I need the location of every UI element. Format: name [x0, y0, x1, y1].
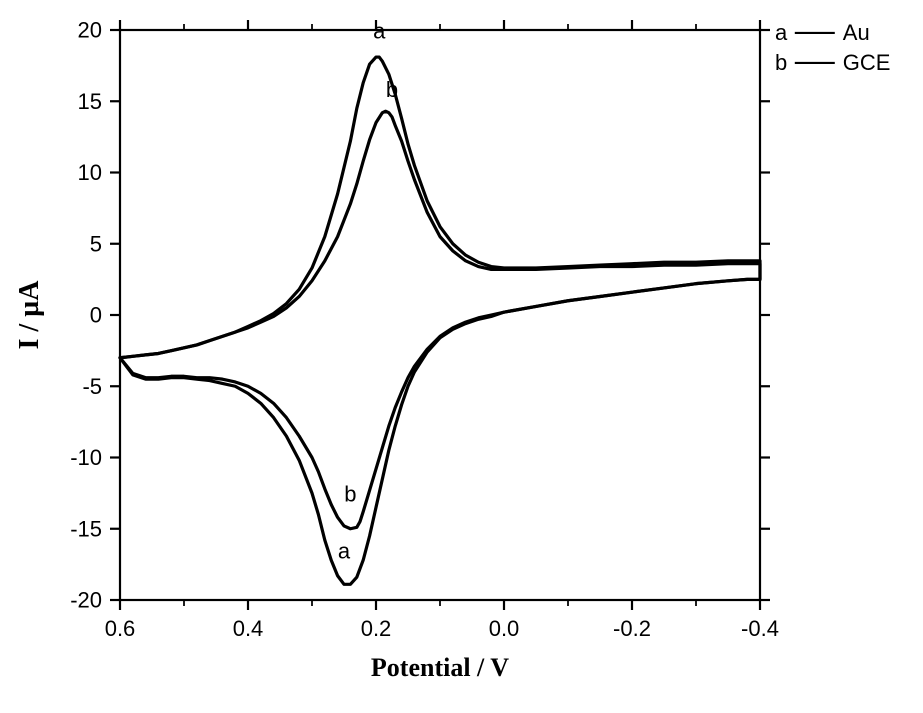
- legend-key-b: b: [775, 50, 787, 75]
- x-tick-label: -0.4: [741, 616, 779, 641]
- chart-svg: 0.6 0.4 0.2 0.0 -0.2 -0.4 -20 -15 -10 -5 0 5 10 15 20 a…: [0, 0, 923, 713]
- legend-key-a: a: [775, 20, 788, 45]
- x-tick-label: -0.2: [613, 616, 651, 641]
- y-tick-label: -10: [70, 445, 102, 470]
- y-tick-label: -15: [70, 516, 102, 541]
- x-tick-label: 0.0: [489, 616, 520, 641]
- y-tick-label: 0: [90, 303, 102, 328]
- y-tick-label: 5: [90, 231, 102, 256]
- x-axis-label: Potential / V: [371, 653, 509, 682]
- cv-chart: 0.6 0.4 0.2 0.0 -0.2 -0.4 -20 -15 -10 -5 0 5 10 15 20 a…: [0, 0, 923, 713]
- y-axis-label: I / µA: [14, 280, 45, 350]
- x-tick-label: 0.4: [233, 616, 264, 641]
- legend-label-a: Au: [843, 20, 870, 45]
- legend-label-b: GCE: [843, 50, 891, 75]
- y-tick-label: 15: [78, 89, 102, 114]
- annotation-a: a: [338, 539, 351, 564]
- x-tick-label: 0.2: [361, 616, 392, 641]
- y-tick-label: -20: [70, 588, 102, 613]
- annotation-b: b: [344, 482, 356, 507]
- y-tick-label: -5: [82, 374, 102, 399]
- y-tick-label: 20: [78, 18, 102, 43]
- x-tick-label: 0.6: [105, 616, 136, 641]
- y-tick-label: 10: [78, 160, 102, 185]
- annotation-a: a: [373, 19, 386, 44]
- annotation-b: b: [386, 77, 398, 102]
